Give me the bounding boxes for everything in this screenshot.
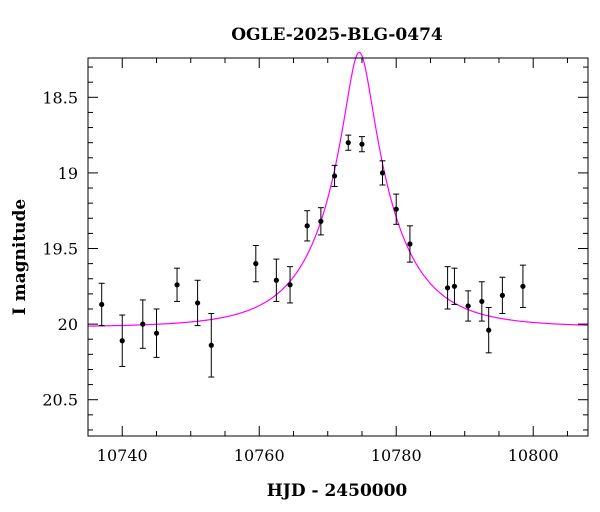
data-point — [345, 140, 351, 146]
data-point — [520, 283, 526, 289]
data-point — [140, 321, 146, 327]
y-tick-label: 19 — [58, 164, 78, 183]
axis-ticks: 10740 10760 10780 10800 18.5 19 19.5 20 20.5 — [42, 58, 588, 465]
data-point — [331, 173, 338, 179]
data-point — [499, 292, 505, 298]
data-point — [318, 218, 324, 224]
data-point — [379, 170, 386, 176]
data-point — [174, 282, 180, 288]
data-point — [253, 261, 259, 267]
data-point — [407, 241, 413, 247]
data-point — [119, 338, 125, 344]
plot-area — [87, 51, 589, 378]
y-tick-label: 20.5 — [42, 391, 78, 410]
data-point — [451, 283, 458, 289]
y-tick-label: 18.5 — [42, 88, 78, 107]
data-point — [287, 282, 293, 288]
data-point — [194, 300, 201, 306]
y-tick-label: 20 — [58, 315, 78, 334]
data-point — [99, 301, 105, 308]
data-point — [393, 206, 399, 212]
data-point — [153, 330, 160, 336]
y-axis-label: I magnitude — [10, 199, 30, 316]
x-tick-label: 10780 — [371, 446, 422, 465]
data-point — [486, 327, 492, 333]
data-point — [304, 223, 310, 229]
x-tick-label: 10760 — [234, 446, 285, 465]
data-point — [465, 303, 471, 309]
plot-frame — [87, 57, 589, 437]
x-axis-label: HJD - 2450000 — [267, 481, 408, 501]
x-tick-label: 10740 — [97, 446, 148, 465]
data-point — [208, 342, 214, 348]
y-tick-label: 19.5 — [42, 240, 78, 259]
data-point — [273, 277, 279, 283]
data-point — [359, 141, 365, 147]
model-curve — [87, 51, 589, 327]
data-point — [444, 285, 451, 291]
x-tick-label: 10800 — [508, 446, 559, 465]
data-point — [479, 298, 485, 305]
chart-title: OGLE-2025-BLG-0474 — [231, 25, 443, 45]
